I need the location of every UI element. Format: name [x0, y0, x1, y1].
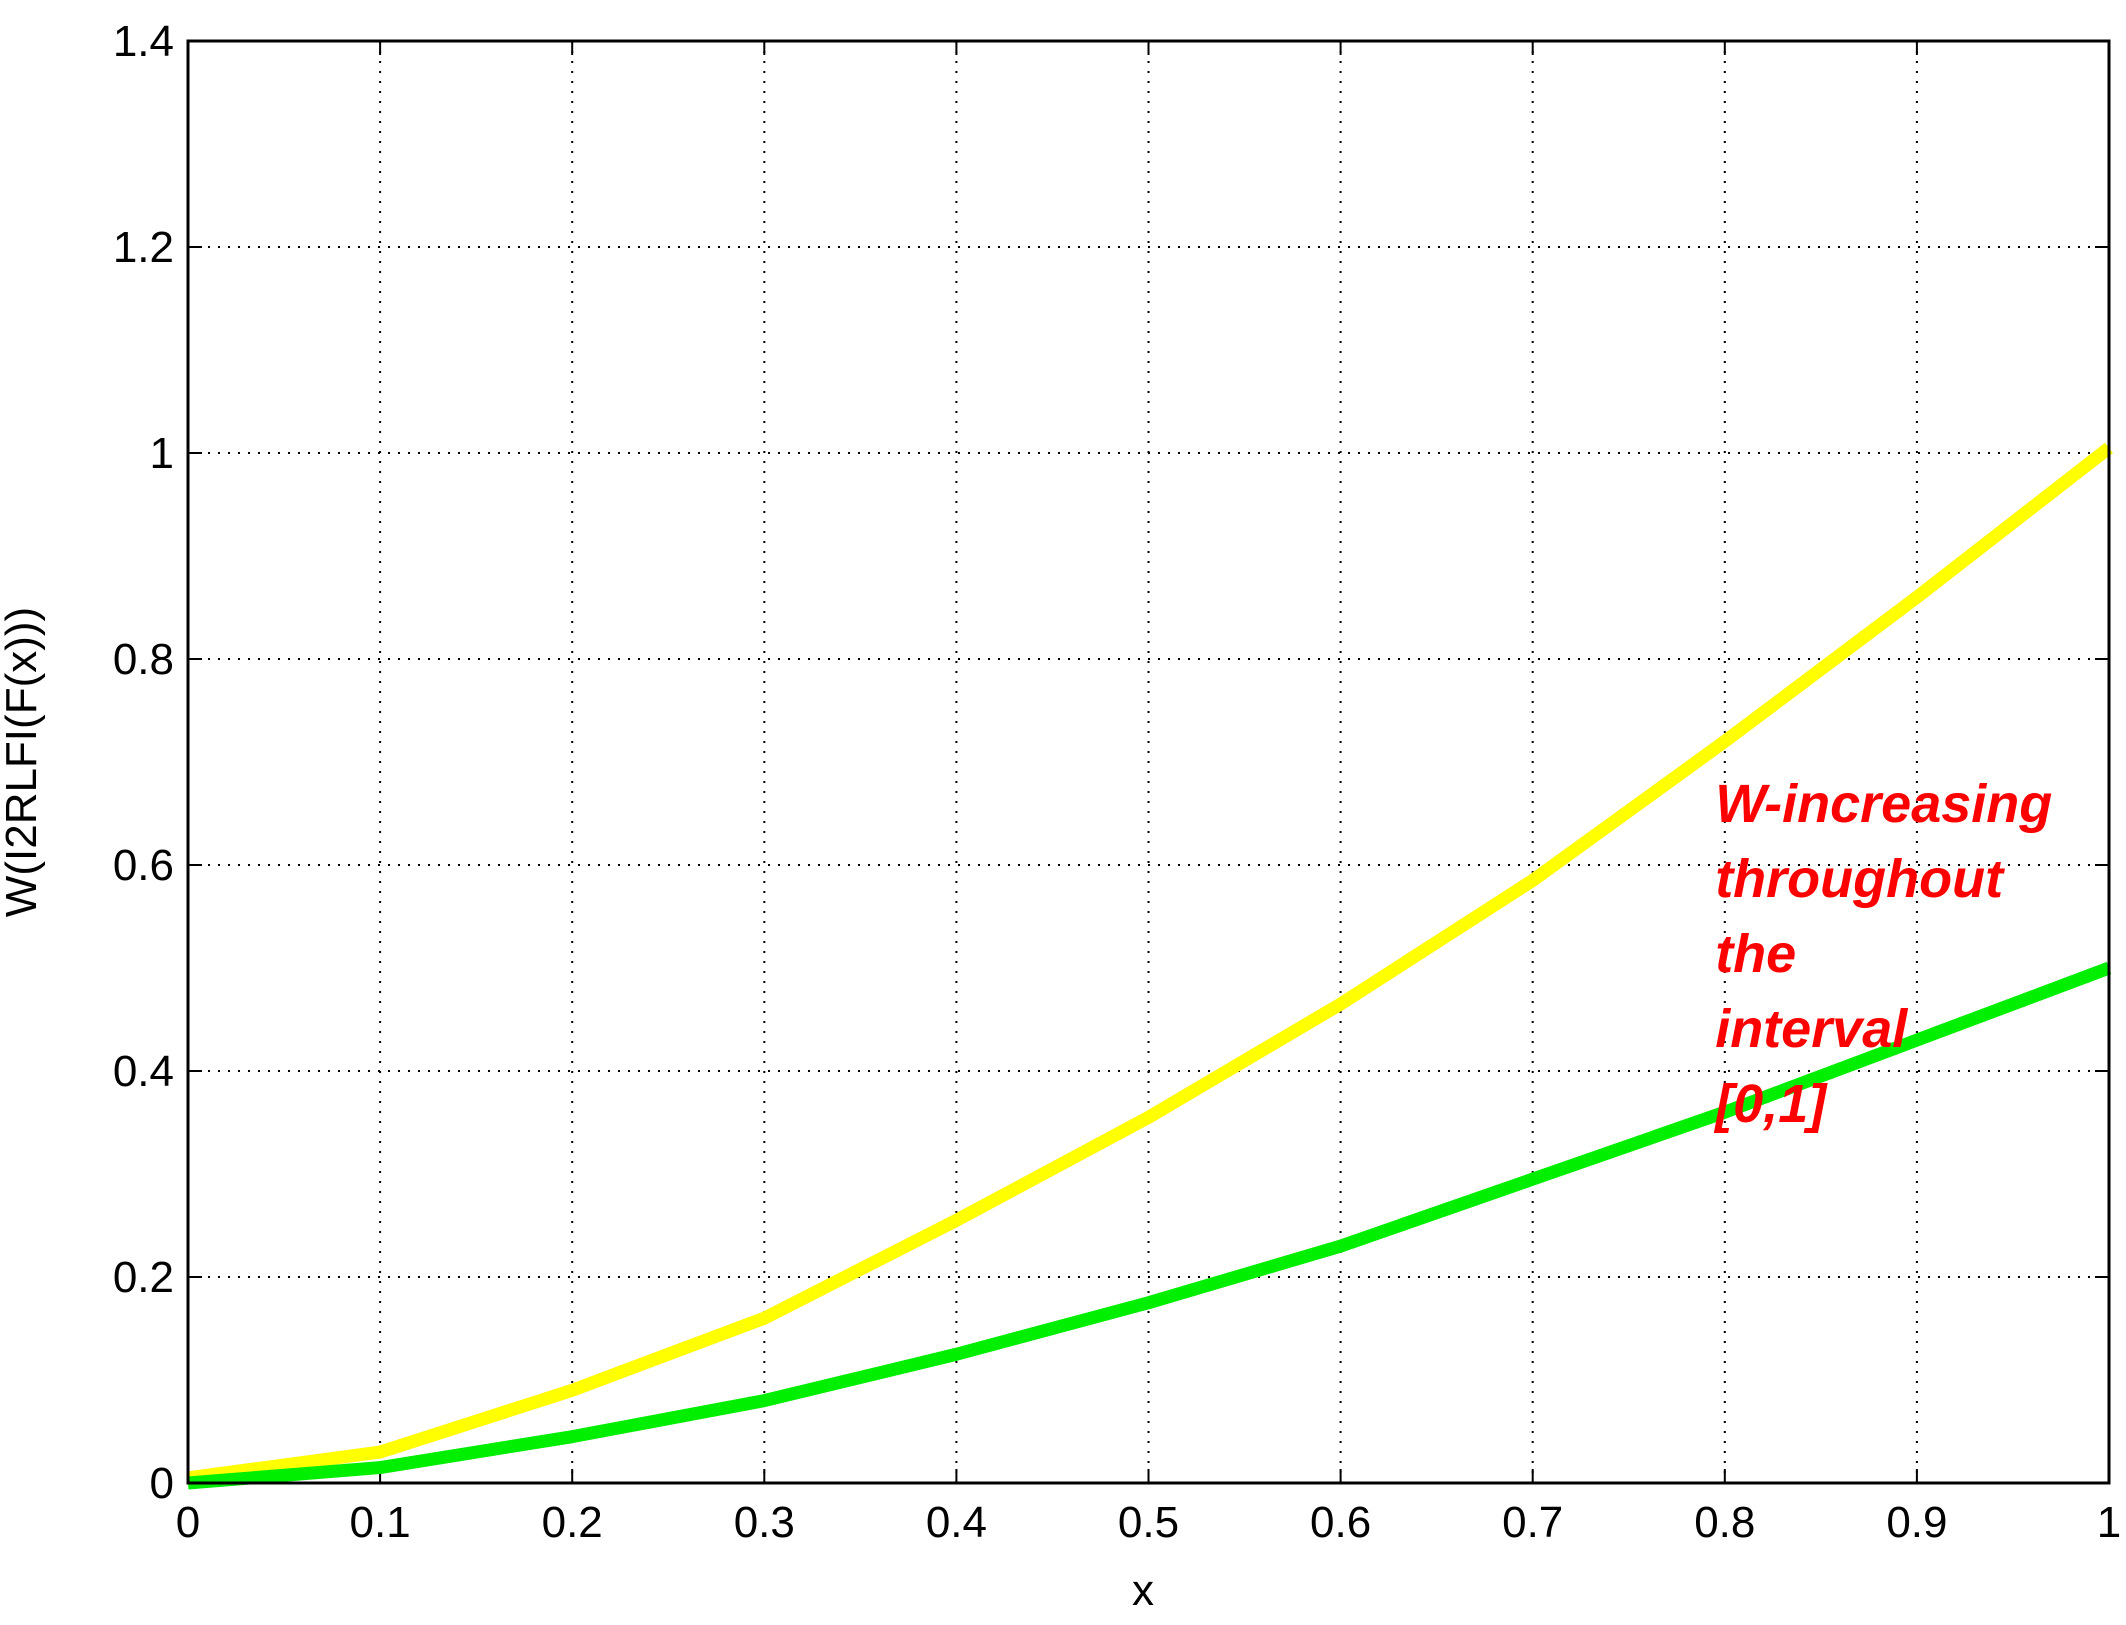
annotation: W-increasing	[1715, 774, 2052, 834]
y-tick-label: 0.8	[113, 635, 174, 684]
x-axis-label: x	[1132, 1566, 1154, 1615]
y-tick-label: 0.4	[113, 1047, 174, 1096]
x-tick-label: 0.7	[1502, 1498, 1563, 1547]
x-tick-label: 0.5	[1118, 1498, 1179, 1547]
x-tick-label: 0.8	[1694, 1498, 1755, 1547]
x-tick-label: 0.9	[1886, 1498, 1947, 1547]
annotation: the	[1715, 924, 1796, 984]
y-tick-label: 0.6	[113, 841, 174, 890]
x-tick-label: 0.2	[542, 1498, 603, 1547]
line-series	[187, 442, 2113, 1485]
plot-frame	[186, 39, 2111, 1485]
y-tick-label: 1.2	[113, 223, 174, 272]
annotation: [0,1]	[1713, 1074, 1828, 1134]
x-tick-label: 0.1	[350, 1498, 411, 1547]
y-axis-label: W(I2RLFI(F(x)))	[0, 607, 46, 917]
x-tick-label: 0.6	[1310, 1498, 1371, 1547]
annotation: interval	[1715, 999, 1908, 1059]
x-tick-label: 0.4	[926, 1498, 987, 1547]
x-tick-label: 0	[176, 1498, 200, 1547]
y-tick-label: 1	[150, 429, 174, 478]
y-tick-label: 0.2	[113, 1253, 174, 1302]
x-tick-label: 0.3	[734, 1498, 795, 1547]
y-tick-label: 1.4	[113, 17, 174, 66]
annotation: throughout	[1715, 849, 2005, 909]
line-series	[187, 961, 2112, 1490]
x-tick-label: 1	[2097, 1498, 2121, 1547]
y-tick-label: 0	[150, 1459, 174, 1508]
